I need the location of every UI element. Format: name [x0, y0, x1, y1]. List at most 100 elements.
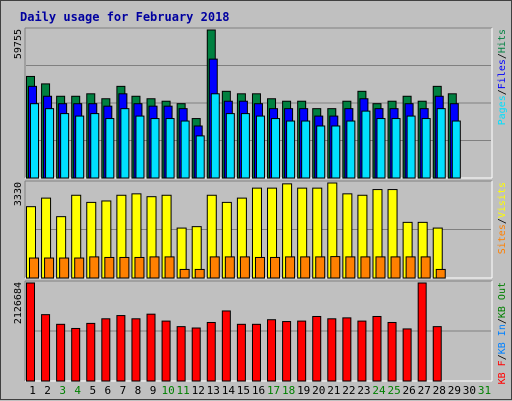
x-tick-day-11: 11	[177, 384, 190, 397]
x-tick-day-18: 18	[282, 384, 295, 397]
bar-pages-25	[391, 118, 401, 179]
bar-sites-10	[164, 256, 175, 279]
bar-sites-28	[435, 268, 446, 279]
x-tick-day-8: 8	[135, 384, 142, 397]
x-tick-day-3: 3	[59, 384, 66, 397]
bar-kbf-28	[432, 326, 442, 382]
bar-pages-26	[406, 115, 416, 179]
bar-sites-2	[44, 257, 55, 279]
bar-kbf-18	[282, 321, 292, 382]
bar-pages-5	[90, 113, 100, 179]
bar-kbf-23	[357, 320, 367, 382]
x-tick-day-31: 31	[478, 384, 491, 397]
bar-pages-28	[436, 108, 446, 179]
bar-kbf-22	[342, 317, 352, 382]
bar-sites-26	[405, 256, 416, 279]
ymax-label-kbytes: 2126684	[13, 282, 24, 324]
bar-kbf-7	[116, 315, 126, 382]
legend-hits: Pages/Files/Hits	[497, 29, 508, 125]
ymax-label-hits: 59755	[13, 29, 24, 59]
x-tick-day-29: 29	[448, 384, 461, 397]
bar-pages-7	[120, 108, 130, 179]
chart-title: Daily usage for February 2018	[20, 10, 230, 24]
bar-pages-11	[180, 120, 190, 179]
bar-kbf-12	[191, 327, 201, 382]
bar-sites-16	[254, 256, 265, 279]
x-tick-day-30: 30	[463, 384, 476, 397]
bar-pages-18	[286, 120, 296, 179]
x-tick-day-17: 17	[267, 384, 280, 397]
bar-pages-1	[30, 103, 39, 179]
bar-pages-19	[301, 120, 311, 179]
bar-pages-4	[75, 115, 85, 179]
bar-sites-24	[375, 256, 386, 279]
bar-sites-4	[74, 257, 85, 279]
bar-pages-13	[210, 93, 220, 179]
bar-sites-8	[134, 256, 145, 279]
x-tick-day-9: 9	[150, 384, 157, 397]
x-tick-day-22: 22	[342, 384, 355, 397]
x-tick-day-2: 2	[44, 384, 51, 397]
bar-kbf-17	[267, 319, 277, 382]
legend-kbytes: KB F/KB In/KB Out	[497, 282, 508, 384]
bar-pages-10	[165, 118, 175, 179]
bar-pages-20	[316, 125, 326, 179]
x-tick-day-6: 6	[105, 384, 112, 397]
bar-kbf-26	[402, 328, 412, 382]
x-tick-day-14: 14	[222, 384, 236, 397]
bar-sites-11	[179, 268, 190, 279]
x-tick-day-19: 19	[297, 384, 310, 397]
bar-kbf-25	[387, 321, 397, 382]
bar-kbf-19	[297, 320, 307, 382]
bar-sites-6	[104, 256, 115, 279]
x-tick-day-16: 16	[252, 384, 265, 397]
bar-kbf-14	[221, 310, 231, 382]
x-tick-day-12: 12	[192, 384, 205, 397]
bar-kbf-6	[101, 318, 111, 382]
bar-kbf-2	[41, 314, 51, 382]
ymax-label-visits: 3330	[13, 182, 24, 206]
x-tick-day-20: 20	[312, 384, 325, 397]
x-tick-day-15: 15	[237, 384, 250, 397]
x-tick-day-24: 24	[372, 384, 386, 397]
bar-sites-20	[315, 256, 326, 279]
bar-pages-12	[195, 135, 205, 179]
bar-kbf-10	[161, 320, 171, 382]
x-tick-day-21: 21	[327, 384, 340, 397]
bar-sites-12	[194, 268, 205, 279]
bar-pages-6	[105, 118, 115, 179]
bar-pages-8	[135, 115, 145, 179]
bar-kbf-9	[146, 313, 156, 382]
bar-sites-5	[89, 256, 100, 279]
x-tick-day-26: 26	[403, 384, 416, 397]
bar-sites-25	[390, 256, 401, 279]
bar-kbf-11	[176, 326, 186, 382]
bar-sites-22	[345, 256, 356, 279]
x-tick-day-4: 4	[74, 384, 81, 397]
bar-sites-3	[59, 257, 70, 279]
x-tick-day-27: 27	[418, 384, 431, 397]
bar-sites-1	[29, 257, 39, 279]
bar-pages-24	[376, 118, 386, 179]
bar-kbf-13	[206, 321, 216, 382]
bar-kbf-3	[56, 323, 66, 382]
bar-pages-21	[331, 125, 341, 179]
bar-pages-29	[451, 120, 461, 179]
bar-pages-17	[271, 118, 281, 179]
bar-kbf-20	[312, 315, 322, 382]
bar-sites-17	[270, 256, 281, 279]
bar-kbf-8	[131, 318, 141, 382]
x-tick-day-13: 13	[207, 384, 220, 397]
bar-sites-21	[330, 256, 341, 279]
bar-pages-3	[60, 113, 70, 179]
bar-pages-23	[361, 110, 371, 179]
x-tick-day-7: 7	[120, 384, 127, 397]
x-tick-day-5: 5	[89, 384, 96, 397]
legend-visits: Sites/Visits	[497, 182, 508, 254]
bar-sites-18	[285, 256, 296, 279]
bar-kbf-4	[71, 327, 81, 382]
bar-sites-15	[239, 256, 250, 279]
bar-kbf-1	[26, 282, 35, 382]
